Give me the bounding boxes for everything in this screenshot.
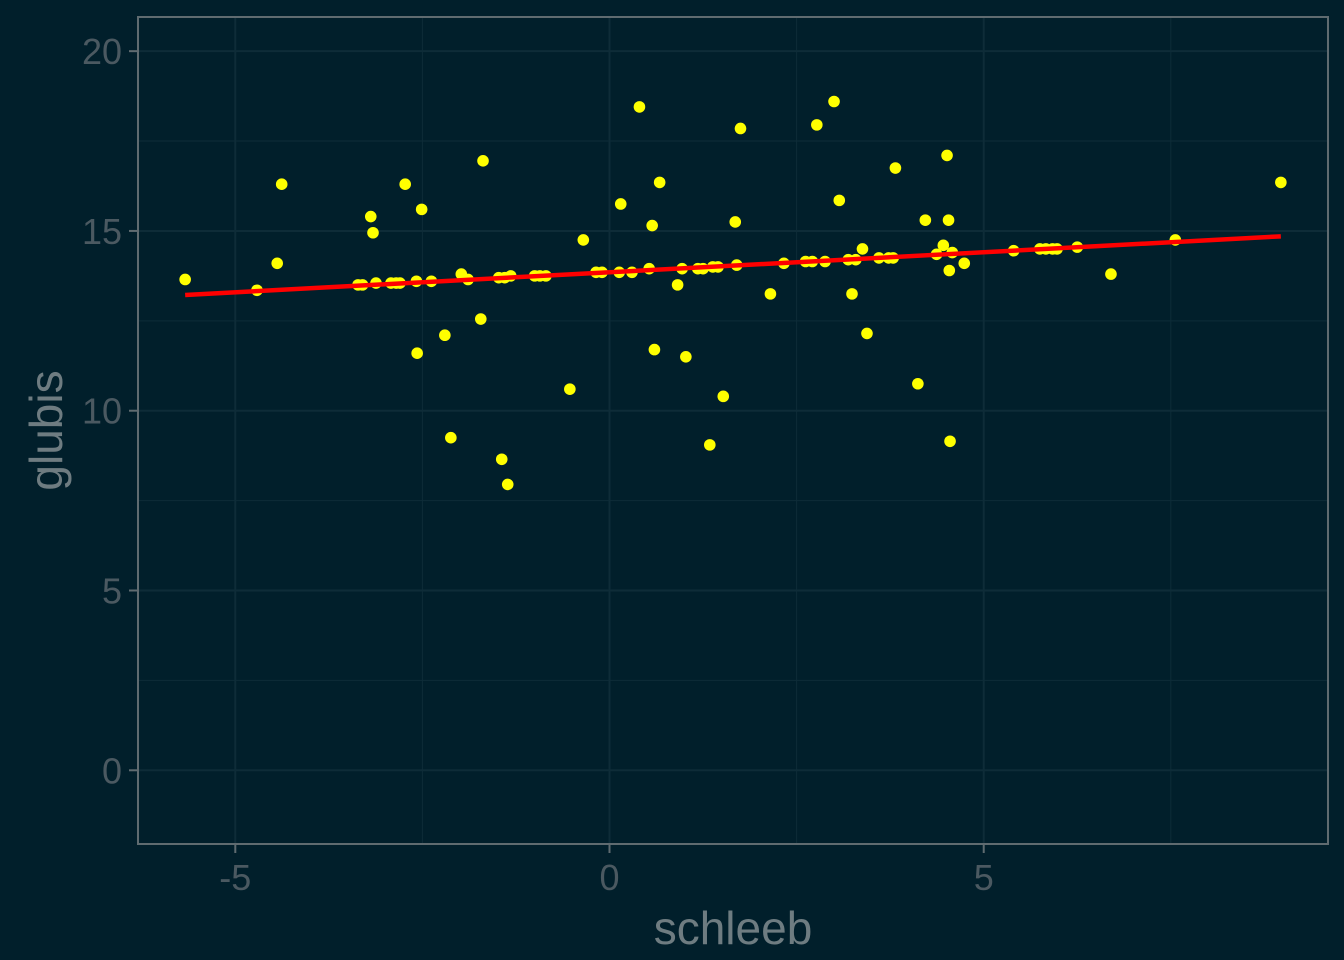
- data-point: [445, 431, 457, 444]
- y-tick-label: 20: [82, 31, 122, 72]
- data-point: [912, 377, 924, 390]
- data-point: [1275, 176, 1287, 189]
- data-point: [764, 288, 777, 300]
- fit-line: [185, 234, 1281, 298]
- data-point: [399, 178, 411, 190]
- data-point: [958, 257, 971, 270]
- data-point: [477, 155, 489, 167]
- data-point: [828, 95, 840, 108]
- x-tick-label: 5: [974, 857, 994, 898]
- data-point: [439, 329, 451, 342]
- data-point: [474, 313, 487, 325]
- data-point: [648, 343, 661, 356]
- data-point: [729, 216, 742, 228]
- x-axis-ticks: -5 0 5: [219, 844, 994, 898]
- data-point: [811, 119, 823, 131]
- data-point: [271, 257, 284, 270]
- data-point: [633, 101, 646, 113]
- data-point: [680, 350, 692, 363]
- x-tick-label: -5: [219, 857, 251, 898]
- data-point: [717, 390, 730, 403]
- data-point: [937, 239, 950, 252]
- grid-lines: [138, 17, 1328, 844]
- data-point: [856, 243, 869, 255]
- data-point: [846, 288, 858, 300]
- data-point: [941, 149, 953, 162]
- data-point: [1105, 268, 1117, 280]
- data-point: [861, 327, 873, 340]
- data-point: [919, 214, 932, 226]
- data-point: [179, 273, 191, 286]
- data-point: [501, 478, 514, 491]
- data-point: [415, 203, 428, 216]
- y-tick-label: 15: [82, 211, 122, 252]
- data-point: [942, 214, 955, 226]
- data-point: [734, 122, 747, 135]
- data-point: [275, 178, 288, 190]
- y-tick-label: 10: [82, 391, 122, 432]
- y-axis-ticks: 0 5 10 15 20: [82, 31, 138, 791]
- data-point: [364, 210, 377, 223]
- data-point: [577, 234, 590, 246]
- panel-border: [137, 16, 1329, 845]
- fit-line-group: [185, 234, 1281, 298]
- data-point: [703, 439, 716, 451]
- data-point: [411, 347, 423, 359]
- y-axis-title: glubis: [20, 370, 72, 490]
- data-point: [671, 279, 684, 291]
- data-point: [495, 453, 508, 466]
- y-tick-label: 0: [102, 750, 122, 791]
- data-point: [943, 264, 956, 277]
- y-tick-label: 5: [102, 571, 122, 612]
- x-axis-title: schleeb: [654, 902, 813, 954]
- data-point: [646, 219, 658, 232]
- data-point: [653, 176, 666, 189]
- x-tick-label: 0: [599, 857, 619, 898]
- data-point: [889, 162, 902, 174]
- data-point: [614, 198, 627, 210]
- data-point: [367, 226, 379, 239]
- data-point: [564, 383, 576, 395]
- data-point: [944, 435, 956, 448]
- data-point: [833, 194, 846, 207]
